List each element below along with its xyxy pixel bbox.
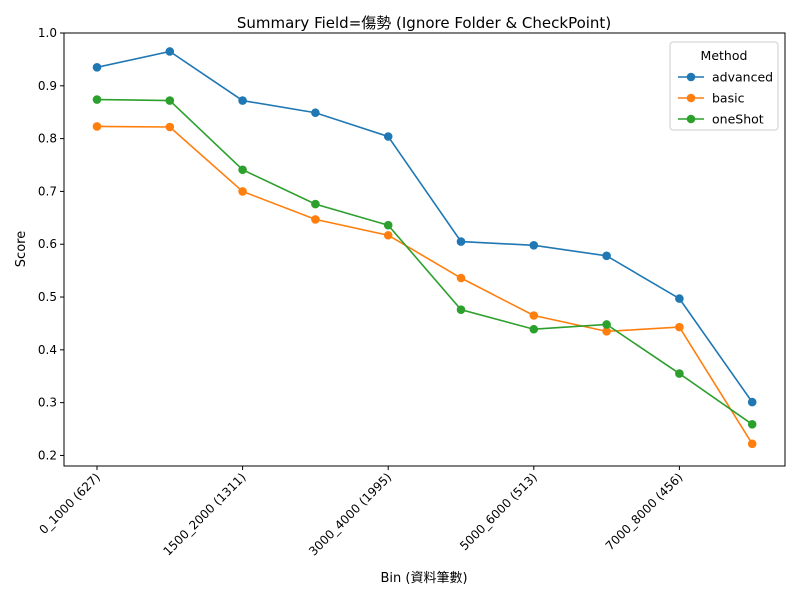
- x-tick-label: 5000_6000 (513): [457, 470, 540, 553]
- y-tick-label: 0.5: [38, 290, 57, 304]
- series-line-advanced: [96, 50, 753, 403]
- data-point-advanced: [602, 251, 611, 261]
- data-point-advanced: [529, 240, 539, 250]
- y-axis: 0.2 0.3 0.4 0.5 0.6 0.7 0.8 0.9 1.0: [38, 26, 64, 462]
- legend-box: [669, 41, 779, 131]
- series-oneShot: [92, 95, 757, 429]
- data-point-advanced: [456, 237, 466, 246]
- series-basic: [92, 122, 757, 449]
- data-point-advanced: [92, 63, 102, 72]
- data-point-basic: [675, 322, 684, 332]
- y-tick-label: 0.9: [38, 79, 57, 93]
- y-tick-label: 0.3: [38, 396, 57, 410]
- x-tick-label: 3000_4000 (1995): [306, 470, 394, 558]
- series-group: [92, 47, 757, 449]
- data-point-basic: [311, 215, 320, 224]
- data-point-basic: [165, 122, 175, 132]
- y-tick-label: 1.0: [38, 26, 57, 40]
- data-point-advanced: [675, 294, 684, 303]
- series-line-basic: [96, 125, 753, 445]
- legend-swatch-marker: [686, 114, 696, 124]
- legend-item-advanced: advanced: [678, 70, 773, 85]
- data-point-advanced: [383, 132, 393, 141]
- y-axis-label: Score: [14, 231, 29, 267]
- data-point-advanced: [747, 397, 757, 407]
- data-point-oneShot: [383, 220, 393, 230]
- data-point-basic: [92, 122, 102, 131]
- data-point-basic: [602, 327, 611, 336]
- x-axis: 0_1000 (627) 1500_2000 (1311) 3000_4000 (1…: [36, 466, 686, 558]
- legend-swatch-marker: [686, 72, 696, 82]
- series-line-oneShot: [96, 98, 753, 425]
- data-point-oneShot: [456, 305, 466, 314]
- data-point-advanced: [165, 47, 175, 56]
- legend-title: Method: [701, 48, 748, 63]
- data-point-basic: [238, 187, 247, 196]
- legend-item-basic: basic: [678, 91, 745, 106]
- data-point-basic: [747, 439, 757, 449]
- data-point-oneShot: [675, 369, 684, 378]
- data-point-oneShot: [311, 199, 320, 209]
- legend-label: oneShot: [712, 112, 764, 127]
- x-axis-label: Bin (資料筆數): [380, 571, 467, 586]
- series-advanced: [92, 47, 757, 407]
- data-point-advanced: [238, 96, 247, 105]
- legend-item-oneShot: oneShot: [678, 112, 764, 127]
- x-tick-label: 1500_2000 (1311): [160, 470, 248, 558]
- data-point-advanced: [311, 108, 320, 118]
- data-point-oneShot: [529, 324, 539, 334]
- plot-area: [63, 32, 786, 467]
- y-tick-label: 0.6: [38, 237, 57, 251]
- data-point-basic: [456, 273, 466, 283]
- y-tick-label: 0.4: [38, 343, 57, 357]
- y-tick-label: 0.8: [38, 132, 57, 146]
- data-point-oneShot: [602, 320, 611, 329]
- data-point-oneShot: [747, 419, 757, 429]
- data-point-basic: [383, 230, 393, 240]
- legend: Method advanced basic oneShot: [669, 41, 779, 131]
- x-tick-label: 0_1000 (627): [36, 470, 103, 537]
- data-point-oneShot: [165, 96, 175, 105]
- legend-label: advanced: [712, 70, 773, 85]
- legend-swatch-marker: [686, 93, 696, 103]
- x-tick-label: 7000_8000 (456): [603, 470, 686, 553]
- y-tick-label: 0.7: [38, 184, 57, 198]
- data-point-oneShot: [238, 165, 247, 175]
- y-tick-label: 0.2: [38, 448, 57, 462]
- legend-label: basic: [712, 91, 745, 106]
- data-point-oneShot: [92, 95, 102, 104]
- data-point-basic: [529, 311, 539, 320]
- chart-title: Summary Field=傷勢 (Ignore Folder & CheckP…: [237, 14, 611, 32]
